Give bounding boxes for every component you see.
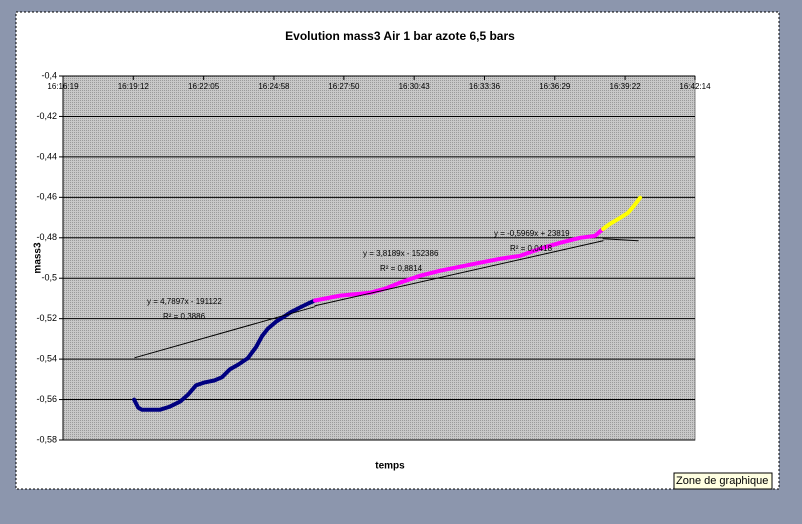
y-tick-label: -0,52 — [36, 313, 57, 323]
x-tick-label: 16:19:12 — [118, 82, 150, 91]
y-tick-label: -0,54 — [36, 353, 57, 363]
y-tick-label: -0,42 — [36, 111, 57, 121]
x-tick-label: 16:22:05 — [188, 82, 220, 91]
trendline-equation: y = 4,7897x - 191122 — [147, 297, 222, 306]
y-tick-label: -0,4 — [41, 70, 57, 80]
trendline-r2: R² = 0,3886 — [163, 312, 206, 321]
x-axis-label: temps — [375, 461, 405, 472]
y-axis-label: mass3 — [33, 242, 44, 274]
y-tick-label: -0,44 — [36, 151, 57, 161]
trendline-equation: y = -0,5969x + 23819 — [494, 229, 570, 238]
y-tick-label: -0,56 — [36, 394, 57, 404]
plot-background — [62, 75, 696, 441]
tooltip-box — [673, 472, 773, 490]
plot-area — [62, 75, 696, 441]
trendline-equation: y = 3,8189x - 152386 — [363, 249, 439, 258]
y-tick-label: -0,5 — [41, 273, 57, 283]
y-tick-label: -0,48 — [36, 232, 57, 242]
trendline — [134, 306, 316, 359]
series-line — [132, 298, 317, 412]
x-tick-label: 16:36:29 — [539, 82, 571, 91]
chart-title: Evolution mass3 Air 1 bar azote 6,5 bars — [285, 29, 515, 43]
series-line — [601, 195, 643, 231]
trendline — [314, 240, 604, 307]
x-tick-label: 16:33:36 — [469, 82, 501, 91]
x-tick-label: 16:42:14 — [679, 82, 711, 91]
trendline-r2: R² = 0,8814 — [380, 264, 423, 273]
y-tick-label: -0,58 — [36, 434, 57, 444]
tooltip: Zone de graphique — [676, 475, 768, 487]
x-tick-label: 16:30:43 — [399, 82, 431, 91]
series-line — [313, 226, 606, 303]
y-tick-label: -0,46 — [36, 192, 57, 202]
x-tick-label: 16:27:50 — [328, 82, 360, 91]
x-tick-label: 16:24:58 — [258, 82, 290, 91]
trendline-r2: R² = 0,0418 — [510, 244, 553, 253]
trendline — [602, 238, 639, 242]
x-tick-label: 16:39:22 — [610, 82, 642, 91]
